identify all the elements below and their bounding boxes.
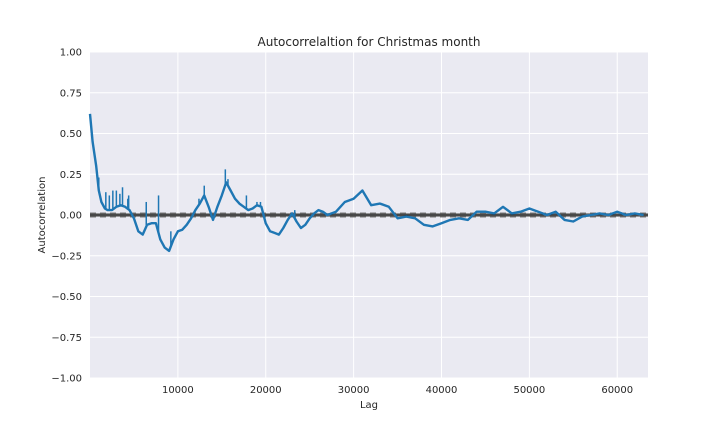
y-tick-label: −0.75 [51,333,82,344]
y-tick-label: −1.00 [51,374,82,385]
y-tick-label: 0.25 [60,170,82,181]
series-layer [88,113,644,253]
y-axis-label: Autocorrelation [37,177,48,254]
y-tick-label: 0.75 [60,88,82,99]
x-tick-label: 10000 [162,385,194,396]
x-tick-label: 30000 [338,385,370,396]
y-tick-label: 0.50 [60,129,82,140]
x-axis-ticks: 10000 20000 30000 40000 50000 60000 [162,385,633,396]
x-tick-label: 20000 [250,385,282,396]
y-tick-label: 1.00 [60,48,82,59]
y-axis-ticks: 1.00 0.75 0.50 0.25 0.00 −0.25 −0.50 −0.75 −1.00 [51,48,82,385]
x-tick-label: 40000 [426,385,458,396]
autocorrelation-series-line [88,113,644,253]
y-tick-label: 0.00 [60,211,82,222]
x-tick-label: 60000 [601,385,633,396]
y-tick-label: −0.25 [51,251,82,262]
y-tick-label: −0.50 [51,292,82,303]
confidence-bands [90,212,648,218]
chart-title: Autocorrelaltion for Christmas month [258,35,481,49]
x-tick-label: 50000 [513,385,545,396]
x-axis-label: Lag [360,400,378,411]
